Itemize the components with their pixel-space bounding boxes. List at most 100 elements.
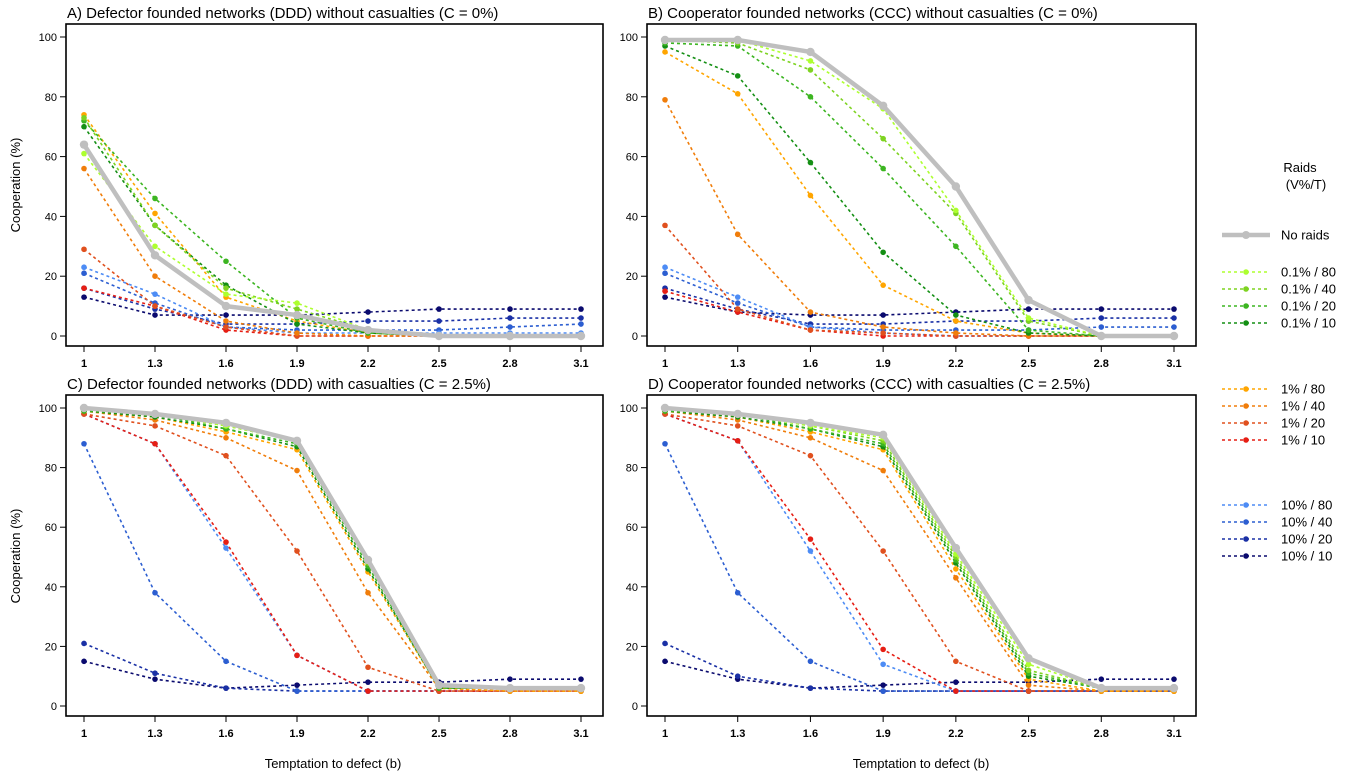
data-point: [880, 312, 886, 318]
data-point: [1171, 324, 1177, 330]
series-line: [83, 443, 581, 692]
legend-swatch-point: [1243, 286, 1249, 292]
series-line: [665, 39, 1174, 337]
data-point: [953, 318, 959, 324]
data-point: [152, 273, 158, 280]
series-line: [83, 410, 581, 689]
data-point: [152, 440, 158, 447]
series-line: [83, 153, 581, 337]
data-point: [507, 324, 513, 330]
data-point: [1025, 682, 1032, 688]
series-line: [83, 287, 581, 325]
x-tick-label: 2.8: [1094, 728, 1109, 740]
data-point: [806, 418, 815, 428]
data-point: [152, 222, 158, 229]
data-point: [734, 300, 741, 306]
data-point: [507, 315, 513, 321]
data-point: [807, 192, 814, 199]
data-point: [505, 683, 515, 693]
data-point: [807, 67, 814, 73]
y-tick-label: 40: [45, 211, 57, 223]
data-point: [365, 688, 371, 694]
series-10-80: [662, 411, 1177, 694]
series-line: [83, 117, 581, 337]
y-tick-label: 20: [626, 641, 638, 653]
data-point: [578, 315, 584, 321]
legend-swatch-point: [1243, 536, 1249, 542]
x-axis-label: Temptation to defect (b): [853, 756, 990, 771]
legend-swatch-point: [1243, 386, 1249, 392]
y-tick-label: 0: [632, 701, 638, 713]
data-point: [953, 575, 959, 581]
x-tick-label: 1.6: [803, 728, 818, 740]
series-line: [83, 266, 581, 334]
data-point: [507, 306, 513, 312]
series-10-40: [662, 440, 1177, 694]
legend-swatch-point: [1243, 403, 1249, 409]
plot-frame: [646, 394, 1197, 717]
data-point: [806, 47, 815, 57]
series-line: [664, 405, 1174, 691]
series-line: [664, 410, 1174, 689]
series-line: [664, 39, 1174, 337]
series-no-raids: [660, 403, 1179, 693]
series-line: [664, 407, 1174, 689]
series-0-1-80: [81, 405, 584, 691]
data-point: [294, 306, 300, 312]
data-point: [292, 310, 302, 320]
series-line: [83, 410, 581, 692]
data-point: [1171, 315, 1177, 321]
legend-item: 10% / 40: [1222, 515, 1332, 530]
data-point: [152, 589, 158, 596]
data-point: [880, 249, 886, 256]
y-tick-label: 0: [51, 331, 57, 343]
legend-swatch-point: [1243, 269, 1249, 275]
series-0-1-40: [662, 37, 1177, 339]
data-point: [807, 658, 814, 665]
x-tick-label: 2.2: [360, 358, 375, 370]
x-tick-label: 1.6: [218, 728, 233, 740]
data-point: [79, 140, 89, 149]
data-point: [81, 270, 87, 277]
series-line: [664, 642, 1174, 692]
data-point: [221, 418, 231, 428]
data-point: [150, 409, 160, 419]
series-line: [83, 410, 581, 689]
data-point: [152, 303, 158, 309]
data-point: [365, 679, 371, 685]
data-point: [662, 658, 668, 665]
data-point: [662, 640, 668, 647]
y-tick-label: 20: [626, 271, 638, 283]
series-0-1-20: [662, 408, 1177, 691]
data-point: [576, 331, 586, 341]
series-line: [664, 410, 1174, 689]
legend-item: 10% / 10: [1222, 549, 1332, 564]
data-point: [294, 652, 300, 659]
x-tick-label: 3.1: [1166, 728, 1181, 740]
series-10-10: [81, 294, 584, 318]
x-tick-label: 2.2: [360, 728, 375, 740]
data-point: [953, 312, 959, 318]
x-tick-label: 1.9: [875, 358, 890, 370]
data-point: [152, 423, 158, 429]
legend-label: 10% / 20: [1281, 532, 1332, 547]
legend-swatch-point: [1243, 303, 1249, 309]
data-point: [734, 437, 741, 444]
y-axis-label: Cooperation (%): [8, 138, 23, 233]
y-tick-label: 40: [45, 582, 57, 594]
series-1-40: [81, 408, 584, 694]
series-1-20: [81, 411, 584, 694]
series-1-20: [662, 411, 1177, 694]
series-1-40: [662, 408, 1177, 694]
data-point: [662, 96, 668, 103]
data-point: [953, 658, 959, 665]
y-tick-label: 100: [39, 32, 57, 44]
series-line: [83, 405, 581, 691]
legend-label: 1% / 80: [1281, 382, 1325, 397]
series-0-1-80: [662, 37, 1177, 339]
data-point: [223, 658, 229, 665]
y-tick-label: 100: [620, 32, 638, 44]
series-1-80: [662, 408, 1177, 694]
y-tick-label: 60: [45, 522, 57, 534]
series-line: [664, 410, 1174, 692]
